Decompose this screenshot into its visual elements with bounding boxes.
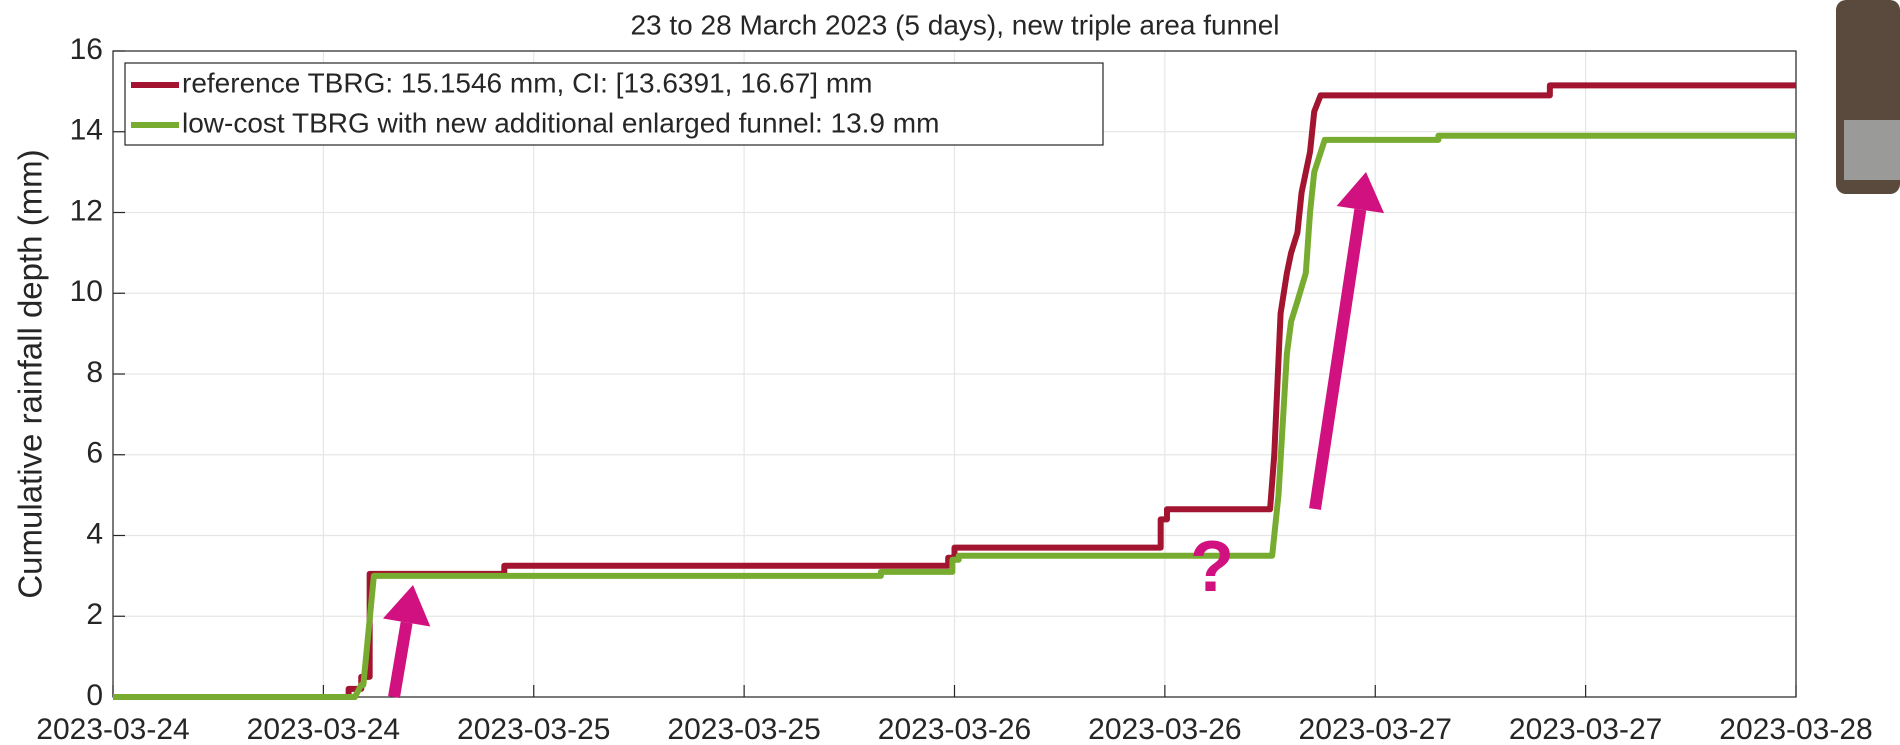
x-tick-label: 2023-03-27 <box>1299 713 1452 745</box>
x-tick-label: 2023-03-28 <box>1719 713 1872 745</box>
chart: 23 to 28 March 2023 (5 days), new triple… <box>0 0 1900 745</box>
y-tick-label: 6 <box>86 437 103 470</box>
y-tick-label: 16 <box>70 33 103 66</box>
x-tick-label: 2023-03-26 <box>1088 713 1241 745</box>
x-tick-label: 2023-03-25 <box>457 713 610 745</box>
y-tick-label: 0 <box>86 679 103 712</box>
y-tick-label: 14 <box>70 114 103 147</box>
photo-detail <box>1844 120 1900 180</box>
x-tick-label: 2023-03-24 <box>36 713 189 745</box>
annotation: ? <box>1190 527 1234 607</box>
x-tick-label: 2023-03-24 <box>247 713 400 745</box>
page: {"chart_data": {"type": "line", "title":… <box>0 0 1900 745</box>
y-tick-label: 4 <box>86 517 103 550</box>
chart-title: 23 to 28 March 2023 (5 days), new triple… <box>630 9 1279 40</box>
legend-label: reference TBRG: 15.1546 mm, CI: [13.6391… <box>182 67 872 98</box>
x-tick-label: 2023-03-27 <box>1509 713 1662 745</box>
y-tick-label: 12 <box>70 194 103 227</box>
x-tick-label: 2023-03-26 <box>878 713 1031 745</box>
x-tick-label: 2023-03-25 <box>667 713 820 745</box>
legend-label: low-cost TBRG with new additional enlarg… <box>182 107 939 138</box>
y-axis-label: Cumulative rainfall depth (mm) <box>12 149 49 598</box>
y-tick-label: 8 <box>86 356 103 389</box>
y-tick-label: 10 <box>70 275 103 308</box>
y-tick-label: 2 <box>86 598 103 631</box>
